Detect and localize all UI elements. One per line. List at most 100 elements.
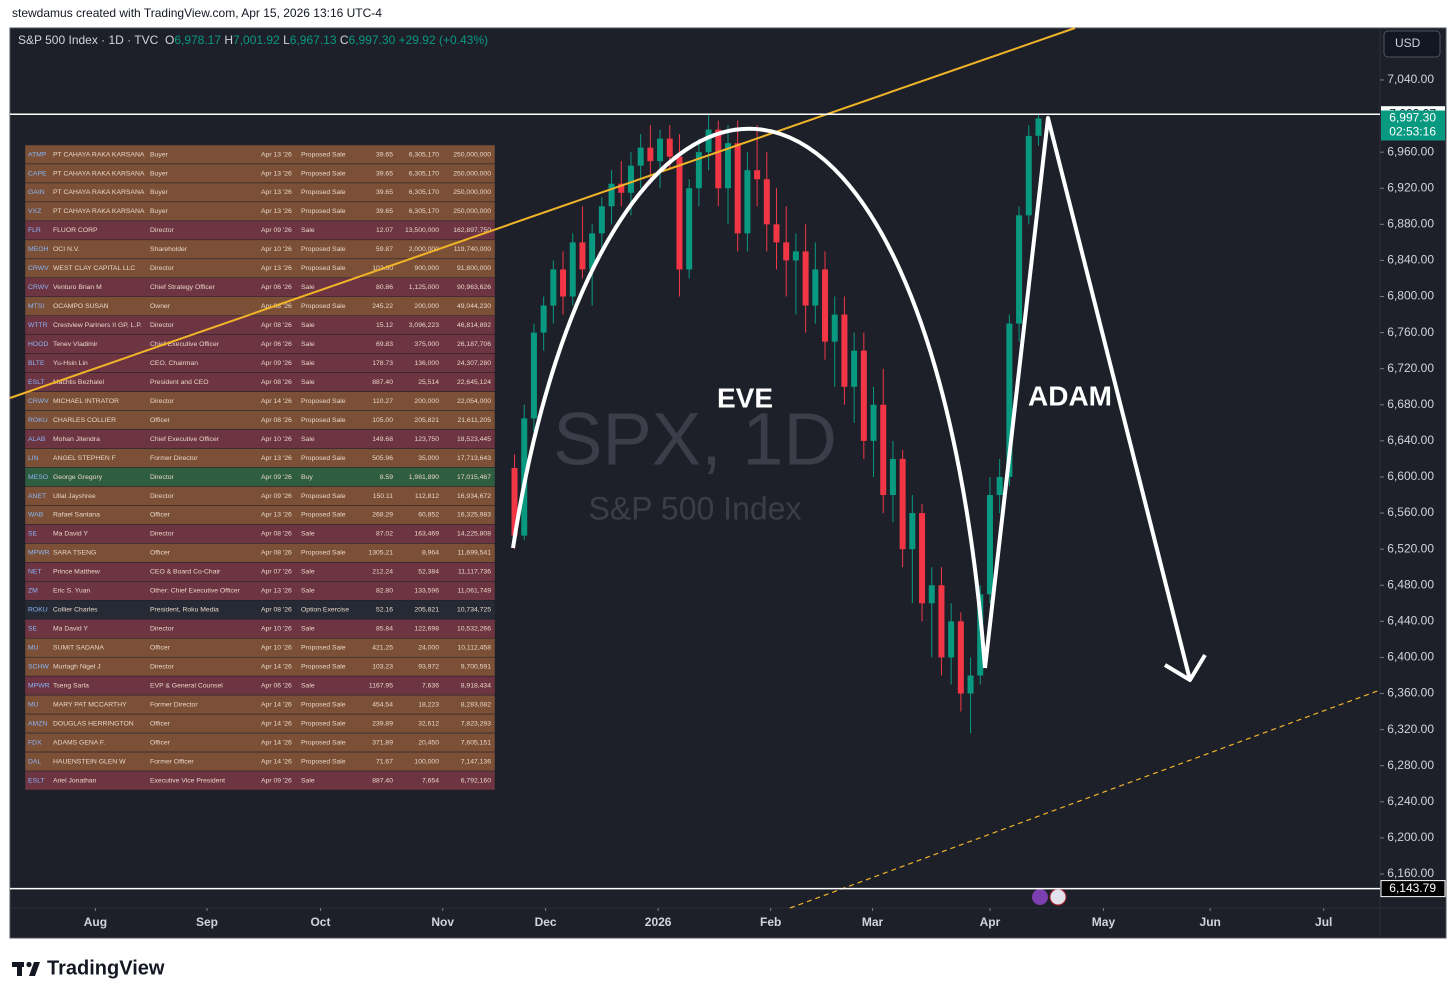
table-cell: ZM bbox=[28, 588, 38, 595]
table-cell: CHARLES COLLIER bbox=[53, 417, 116, 424]
table-cell: Venturo Brian M bbox=[53, 284, 102, 291]
event-icon[interactable] bbox=[1049, 888, 1067, 906]
table-cell: Sale bbox=[301, 322, 315, 329]
table-cell: HOOD bbox=[28, 341, 48, 348]
table-cell: Apr 06 '26 bbox=[261, 682, 292, 689]
table-cell: 11,117,736 bbox=[458, 569, 491, 576]
table-cell: Director bbox=[150, 227, 175, 234]
table-cell: OCI N.V. bbox=[53, 246, 80, 253]
table-cell: 11,061,749 bbox=[457, 588, 491, 595]
table-cell: Apr 14 '26 bbox=[261, 720, 292, 727]
table-cell: 26,187,706 bbox=[457, 341, 491, 348]
candle-body bbox=[550, 269, 557, 306]
table-cell: MESO bbox=[28, 474, 48, 481]
table-cell: Apr 14 '26 bbox=[261, 758, 292, 765]
table-cell: ALAB bbox=[28, 436, 46, 443]
table-cell: 46,814,892 bbox=[457, 322, 491, 329]
table-cell: 39.65 bbox=[376, 208, 393, 215]
x-tick-label: Jun bbox=[1200, 915, 1221, 929]
table-cell: Director bbox=[150, 398, 175, 405]
candle-body bbox=[880, 404, 887, 496]
table-cell: LIN bbox=[28, 455, 39, 462]
y-tick-label: 7,040.00 bbox=[1387, 72, 1434, 86]
table-cell: Chief Executive Officer bbox=[150, 436, 220, 443]
candle-body bbox=[996, 476, 1003, 496]
table-cell: Chief Executive Officer bbox=[150, 341, 220, 348]
table-cell: WAB bbox=[28, 512, 44, 519]
table-cell: 149.68 bbox=[372, 436, 393, 443]
trend-line bbox=[9, 27, 1076, 399]
footer-brand: TradingView bbox=[47, 957, 165, 979]
x-tick-label: Nov bbox=[431, 915, 454, 929]
table-cell: 1,125,000 bbox=[409, 284, 439, 291]
table-cell: 250,000,000 bbox=[453, 170, 491, 177]
candle-body bbox=[822, 269, 829, 342]
x-tick-label: 2026 bbox=[645, 915, 672, 929]
table-cell: SARA TSENG bbox=[53, 550, 96, 557]
table-cell: Director bbox=[150, 474, 175, 481]
table-cell: 123,750 bbox=[414, 436, 439, 443]
table-cell: 112,812 bbox=[415, 493, 439, 500]
legend-item: 6,978.17 bbox=[174, 33, 221, 47]
table-cell: 133,596 bbox=[414, 588, 439, 595]
table-cell: 60,852 bbox=[418, 512, 439, 519]
candle-body bbox=[734, 143, 741, 234]
table-cell: 6,792,160 bbox=[461, 777, 491, 784]
last-price-box bbox=[1381, 110, 1445, 141]
candle-body bbox=[754, 170, 761, 180]
table-cell: Proposed Sale bbox=[301, 189, 346, 196]
table-cell: 162,897,750 bbox=[453, 227, 491, 234]
table-cell: President and CEO bbox=[150, 379, 209, 386]
table-cell: ESLT bbox=[28, 777, 45, 784]
candle-body bbox=[967, 675, 974, 694]
candle-body bbox=[569, 242, 576, 297]
table-cell: 1305.21 bbox=[368, 550, 393, 557]
table-cell: Officer bbox=[150, 417, 171, 424]
table-row bbox=[24, 770, 496, 791]
table-cell: 18,223 bbox=[418, 701, 439, 708]
table-cell: Proposed Sale bbox=[301, 246, 346, 253]
logo-mark bbox=[26, 961, 32, 968]
table-cell: Apr 13 '26 bbox=[261, 265, 292, 272]
table-cell: Apr 10 '26 bbox=[261, 645, 292, 652]
table-cell: 39.65 bbox=[376, 151, 393, 158]
table-cell: CEO & Board Co-Chair bbox=[150, 569, 221, 576]
y-tick-label: 6,800.00 bbox=[1387, 289, 1434, 303]
annotation: ADAM bbox=[1028, 380, 1112, 411]
y-tick-label: 6,360.00 bbox=[1387, 686, 1434, 700]
y-tick-label: 6,840.00 bbox=[1387, 253, 1434, 267]
event-icon[interactable] bbox=[1032, 889, 1048, 905]
table-cell: 178.73 bbox=[372, 360, 393, 367]
table-cell: 3,096,223 bbox=[409, 322, 439, 329]
table-cell: MICHAEL INTRATOR bbox=[53, 398, 119, 405]
table-cell: MPWR bbox=[28, 682, 50, 689]
table-cell: DOUGLAS HERRINGTON bbox=[53, 720, 134, 727]
table-cell: MU bbox=[28, 701, 39, 708]
candle-body bbox=[1025, 135, 1032, 216]
table-cell: 110.27 bbox=[373, 398, 394, 405]
currency-button[interactable] bbox=[1383, 30, 1441, 58]
table-cell: Proposed Sale bbox=[301, 455, 346, 462]
table-cell: 245.22 bbox=[372, 303, 393, 310]
table-cell: Sale bbox=[301, 341, 315, 348]
table-cell: 82.80 bbox=[376, 588, 393, 595]
candle-body bbox=[676, 156, 683, 270]
table-cell: 6,305,170 bbox=[409, 170, 439, 177]
table-cell: 163,469 bbox=[414, 531, 439, 538]
table-cell: Sale bbox=[301, 777, 315, 784]
table-cell: Apr 09 '26 bbox=[261, 360, 292, 367]
table-cell: 8.59 bbox=[380, 474, 393, 481]
table-cell: Apr 08 '26 bbox=[261, 607, 292, 614]
table-cell: Apr 08 '26 bbox=[261, 379, 292, 386]
table-cell: OCAMPO SUSAN bbox=[53, 303, 109, 310]
candle-body bbox=[763, 179, 770, 225]
table-cell: Option Exercise bbox=[301, 607, 349, 614]
y-tick-label: 6,400.00 bbox=[1387, 650, 1434, 664]
candle-body bbox=[938, 585, 945, 658]
x-tick-label: Jul bbox=[1315, 915, 1332, 929]
candle-body bbox=[899, 458, 906, 550]
table-cell: 16,934,672 bbox=[457, 493, 491, 500]
table-cell: 205,821 bbox=[414, 417, 439, 424]
table-cell: PT CAHAYA RAKA KARSANA bbox=[53, 170, 145, 177]
table-cell: Yu-Hsin Lin bbox=[53, 360, 88, 367]
